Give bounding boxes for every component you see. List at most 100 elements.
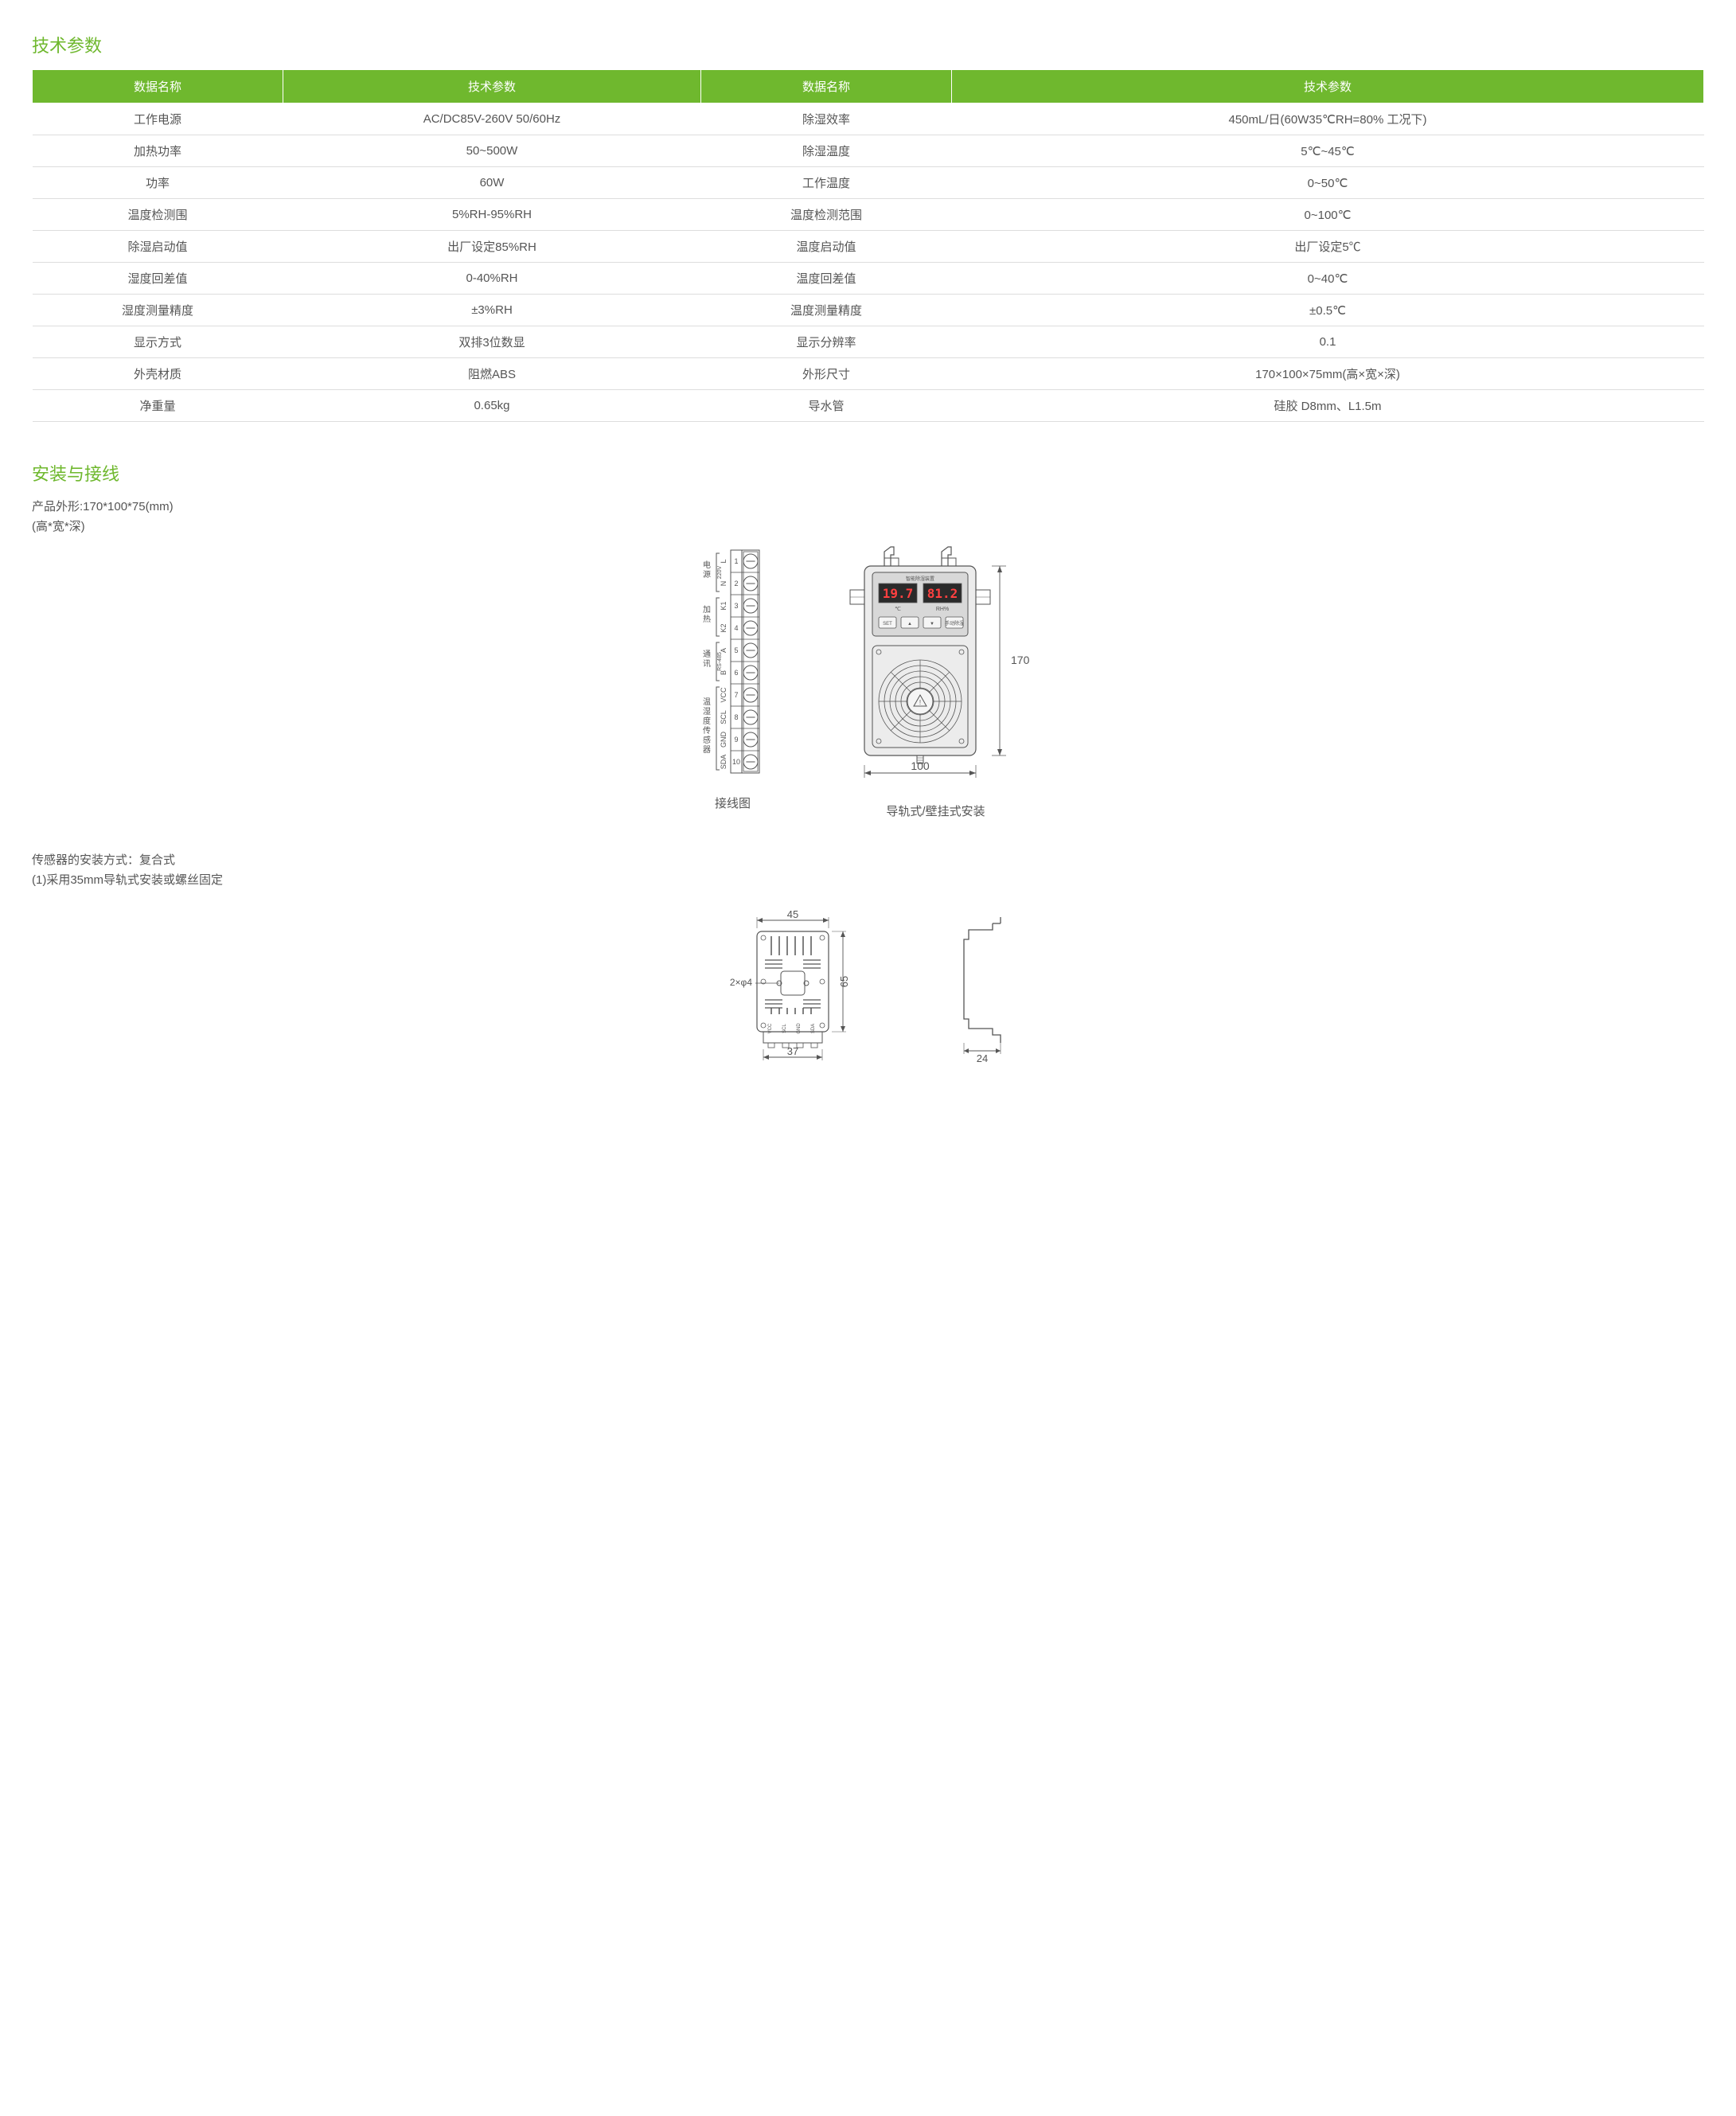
svg-text:7: 7	[734, 691, 738, 699]
svg-text:10: 10	[731, 758, 739, 766]
svg-text:VCC: VCC	[720, 687, 728, 703]
svg-text:1: 1	[734, 557, 738, 565]
svg-text:湿: 湿	[703, 707, 711, 716]
device-caption: 导轨式/壁挂式安装	[833, 802, 1040, 819]
table-cell: 0~50℃	[952, 167, 1704, 199]
svg-text:2×φ4: 2×φ4	[729, 977, 751, 988]
svg-text:SET: SET	[883, 622, 892, 627]
table-header: 技术参数	[952, 70, 1704, 103]
wiring-caption: 接线图	[697, 794, 769, 811]
svg-text:传: 传	[703, 726, 711, 736]
svg-text:器: 器	[703, 745, 711, 755]
table-cell: 出厂设定85%RH	[283, 231, 701, 263]
table-cell: 5℃~45℃	[952, 135, 1704, 167]
wiring-diagram: 1L2N3K14K25A6B7VCC8SCL9GND10SDA220V电源加热R…	[697, 542, 769, 781]
table-cell: 除湿温度	[701, 135, 952, 167]
table-cell: 60W	[283, 167, 701, 199]
table-row: 显示方式双排3位数显显示分辨率0.1	[33, 326, 1704, 358]
table-cell: 工作温度	[701, 167, 952, 199]
svg-text:5: 5	[734, 646, 738, 654]
svg-text:A: A	[720, 648, 728, 653]
svg-text:37: 37	[786, 1045, 798, 1057]
section-title-install: 安装与接线	[32, 460, 1704, 486]
table-row: 湿度测量精度±3%RH温度测量精度±0.5℃	[33, 295, 1704, 326]
table-cell: 显示方式	[33, 326, 283, 358]
table-cell: 工作电源	[33, 103, 283, 135]
svg-text:K2: K2	[720, 623, 728, 632]
table-cell: 湿度回差值	[33, 263, 283, 295]
din-rail-diagram: 24	[940, 908, 1036, 1067]
svg-text:源: 源	[703, 569, 711, 580]
svg-text:VCC: VCC	[768, 1023, 773, 1033]
svg-text:智能除湿装置: 智能除湿装置	[905, 576, 934, 582]
table-cell: 450mL/日(60W35℃RH=80% 工况下)	[952, 103, 1704, 135]
svg-text:2: 2	[734, 580, 738, 588]
svg-text:81.2: 81.2	[927, 586, 958, 601]
table-cell: 外壳材质	[33, 358, 283, 390]
table-cell: 除湿启动值	[33, 231, 283, 263]
table-cell: ±3%RH	[283, 295, 701, 326]
svg-text:热: 热	[703, 614, 711, 624]
table-cell: 出厂设定5℃	[952, 231, 1704, 263]
table-cell: 0-40%RH	[283, 263, 701, 295]
table-cell: 0~100℃	[952, 199, 1704, 231]
table-row: 功率60W工作温度0~50℃	[33, 167, 1704, 199]
table-cell: 湿度测量精度	[33, 295, 283, 326]
table-cell: 50~500W	[283, 135, 701, 167]
table-cell: 双排3位数显	[283, 326, 701, 358]
svg-text:RS-485: RS-485	[717, 652, 723, 671]
svg-text:温: 温	[703, 697, 711, 707]
sensor-install-note2: (1)采用35mm导轨式安装或螺丝固定	[32, 871, 1704, 888]
svg-text:加: 加	[703, 605, 711, 615]
svg-text:L: L	[720, 559, 728, 563]
svg-text:度: 度	[703, 716, 711, 726]
sensor-install-note1: 传感器的安装方式：复合式	[32, 851, 1704, 868]
svg-text:24: 24	[976, 1052, 987, 1064]
table-cell: 硅胶 D8mm、L1.5m	[952, 390, 1704, 422]
table-cell: 除湿效率	[701, 103, 952, 135]
table-cell: 170×100×75mm(高×宽×深)	[952, 358, 1704, 390]
table-cell: 功率	[33, 167, 283, 199]
svg-text:SDA: SDA	[720, 755, 728, 770]
table-row: 外壳材质阻燃ABS外形尺寸170×100×75mm(高×宽×深)	[33, 358, 1704, 390]
table-cell: 温度回差值	[701, 263, 952, 295]
svg-text:N: N	[720, 581, 728, 587]
table-row: 工作电源AC/DC85V-260V 50/60Hz除湿效率450mL/日(60W…	[33, 103, 1704, 135]
svg-text:220V: 220V	[717, 566, 723, 580]
svg-text:45: 45	[786, 908, 798, 920]
svg-text:▲: ▲	[907, 622, 912, 627]
table-header: 数据名称	[701, 70, 952, 103]
table-header: 数据名称	[33, 70, 283, 103]
table-cell: 5%RH-95%RH	[283, 199, 701, 231]
table-cell: 温度测量精度	[701, 295, 952, 326]
svg-text:GND: GND	[720, 732, 728, 748]
table-cell: 外形尺寸	[701, 358, 952, 390]
table-row: 净重量0.65kg导水管硅胶 D8mm、L1.5m	[33, 390, 1704, 422]
table-row: 加热功率50~500W除湿温度5℃~45℃	[33, 135, 1704, 167]
table-cell: 温度检测围	[33, 199, 283, 231]
svg-text:℃: ℃	[895, 607, 901, 612]
svg-text:RH%: RH%	[935, 607, 948, 612]
table-row: 除湿启动值出厂设定85%RH温度启动值出厂设定5℃	[33, 231, 1704, 263]
svg-text:19.7: 19.7	[882, 586, 913, 601]
table-header: 技术参数	[283, 70, 701, 103]
svg-text:8: 8	[734, 713, 738, 721]
svg-text:6: 6	[734, 669, 738, 677]
table-cell: 导水管	[701, 390, 952, 422]
svg-text:4: 4	[734, 624, 738, 632]
table-cell: AC/DC85V-260V 50/60Hz	[283, 103, 701, 135]
svg-text:通: 通	[703, 650, 711, 659]
svg-text:9: 9	[734, 736, 738, 744]
spec-table: 数据名称 技术参数 数据名称 技术参数 工作电源AC/DC85V-260V 50…	[32, 69, 1704, 422]
table-cell: 0.65kg	[283, 390, 701, 422]
svg-text:3: 3	[734, 602, 738, 610]
table-cell: 阻燃ABS	[283, 358, 701, 390]
svg-text:感: 感	[703, 735, 711, 745]
svg-text:电: 电	[703, 560, 711, 570]
device-diagram: 智能除湿装置19.781.2℃RH%SET▲▼手动除湿!170100	[833, 542, 1040, 789]
svg-text:讯: 讯	[703, 659, 711, 669]
table-cell: 0~40℃	[952, 263, 1704, 295]
svg-text:GND: GND	[797, 1023, 802, 1034]
table-cell: 0.1	[952, 326, 1704, 358]
svg-text:SCL: SCL	[782, 1024, 787, 1033]
